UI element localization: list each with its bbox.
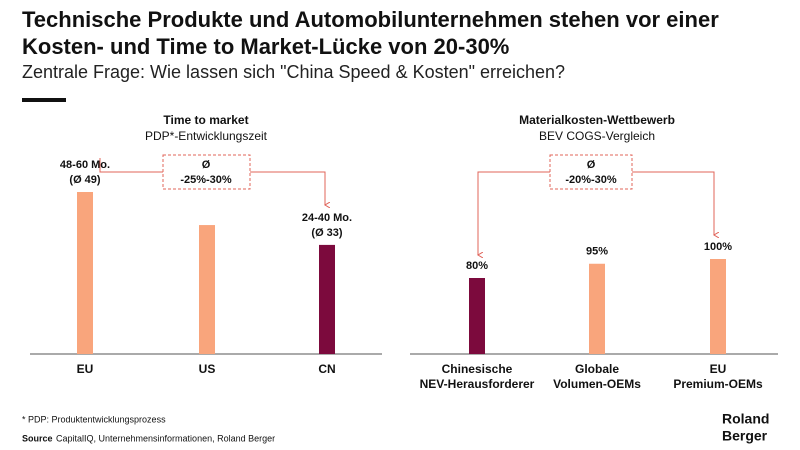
value-label: (Ø 49) <box>69 174 101 186</box>
header-rule <box>22 98 66 102</box>
annotation: Ø <box>202 159 211 171</box>
annotation-arrow <box>99 158 325 205</box>
x-tick-label: CN <box>318 362 335 376</box>
annotation: Ø <box>587 159 596 171</box>
value-label: 80% <box>466 260 488 272</box>
x-tick-label: EU <box>710 362 727 376</box>
bar <box>469 278 485 354</box>
x-tick-label: US <box>199 362 216 376</box>
annotation: -20%-30% <box>565 174 617 186</box>
chart-title: Materialkosten-Wettbewerb <box>519 113 675 127</box>
bar <box>77 192 93 354</box>
header: Technische Produkte und Automobilunterne… <box>22 6 762 83</box>
source-label: Source <box>22 433 53 443</box>
annotation-arrow <box>478 171 550 255</box>
value-label: (Ø 33) <box>311 227 343 239</box>
page-title: Technische Produkte und Automobilunterne… <box>22 7 719 59</box>
page-subtitle: Zentrale Frage: Wie lassen sich "China S… <box>22 62 566 82</box>
value-label: 95% <box>586 246 608 258</box>
bar <box>319 244 335 354</box>
chart-subtitle: BEV COGS-Vergleich <box>539 129 655 143</box>
logo: Berger <box>722 428 768 444</box>
annotation-arrow <box>632 171 714 235</box>
bar <box>710 259 726 354</box>
value-label: 24-40 Mo. <box>302 212 352 224</box>
x-tick-label: Premium-OEMs <box>673 377 763 391</box>
logo: Roland <box>722 411 769 427</box>
x-tick-label: Chinesische <box>442 362 513 376</box>
footnote: * PDP: Produktentwicklungsprozess <box>22 414 166 424</box>
value-label: 48-60 Mo. <box>60 159 110 171</box>
chart-subtitle: PDP*-Entwicklungszeit <box>145 129 268 143</box>
annotation: -25%-30% <box>180 174 232 186</box>
x-tick-label: EU <box>77 362 94 376</box>
bar <box>199 225 215 354</box>
x-tick-label: Volumen-OEMs <box>553 377 641 391</box>
chart-title: Time to market <box>163 113 248 127</box>
bar <box>589 263 605 354</box>
annotation-box <box>549 154 633 190</box>
x-tick-label: Globale <box>575 362 619 376</box>
source-text: CapitalIQ, Unternehmensinformationen, Ro… <box>56 433 275 443</box>
annotation-box <box>162 154 251 190</box>
value-label: 100% <box>704 241 732 253</box>
x-tick-label: NEV-Herausforderer <box>420 377 535 391</box>
